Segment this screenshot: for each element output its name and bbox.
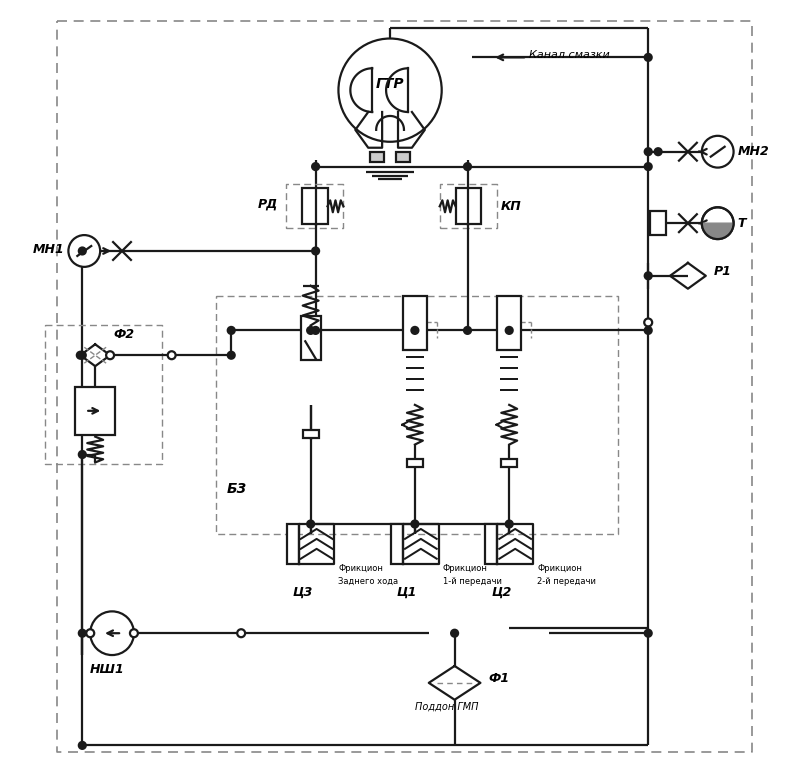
Bar xyxy=(403,295,427,350)
Circle shape xyxy=(645,272,652,279)
Circle shape xyxy=(645,54,652,61)
Circle shape xyxy=(645,148,652,155)
Circle shape xyxy=(228,352,234,359)
Text: НШ1: НШ1 xyxy=(90,663,125,676)
Circle shape xyxy=(411,327,418,334)
Bar xyxy=(650,211,666,235)
Bar xyxy=(391,524,403,564)
Text: Канал смазки: Канал смазки xyxy=(529,50,610,60)
Text: Т: Т xyxy=(738,216,746,230)
Circle shape xyxy=(644,318,652,326)
Circle shape xyxy=(79,742,86,749)
Text: Ц3: Ц3 xyxy=(293,586,313,598)
Circle shape xyxy=(312,247,319,254)
Text: Фрикцион: Фрикцион xyxy=(338,564,383,574)
Bar xyxy=(370,152,384,162)
Circle shape xyxy=(307,520,314,527)
Circle shape xyxy=(69,235,100,267)
Text: Ц1: Ц1 xyxy=(397,586,417,598)
Bar xyxy=(407,459,423,468)
Circle shape xyxy=(237,629,245,637)
Circle shape xyxy=(228,327,234,334)
Circle shape xyxy=(702,136,734,168)
Bar xyxy=(302,189,327,224)
Bar xyxy=(502,459,517,468)
Circle shape xyxy=(312,327,319,334)
Bar xyxy=(498,295,521,350)
Circle shape xyxy=(506,520,513,527)
Circle shape xyxy=(130,629,138,637)
Circle shape xyxy=(645,630,652,637)
Circle shape xyxy=(86,629,94,637)
Text: Фрикцион: Фрикцион xyxy=(537,564,582,574)
Text: РД: РД xyxy=(258,198,278,211)
Circle shape xyxy=(90,611,134,655)
Text: МН2: МН2 xyxy=(738,145,770,158)
Circle shape xyxy=(645,327,652,334)
Bar xyxy=(302,430,318,438)
Bar xyxy=(75,387,115,434)
Circle shape xyxy=(79,352,86,359)
Text: Ф2: Ф2 xyxy=(113,329,134,342)
Circle shape xyxy=(451,630,458,637)
Circle shape xyxy=(654,148,662,155)
Circle shape xyxy=(312,163,319,170)
Circle shape xyxy=(79,247,86,254)
Text: 2-й передачи: 2-й передачи xyxy=(537,577,596,586)
Circle shape xyxy=(411,520,418,527)
Circle shape xyxy=(645,163,652,170)
Polygon shape xyxy=(702,223,734,239)
Circle shape xyxy=(702,207,734,239)
Circle shape xyxy=(77,352,84,359)
Text: Фрикцион: Фрикцион xyxy=(442,564,487,574)
Text: 1-й передачи: 1-й передачи xyxy=(442,577,502,586)
Bar xyxy=(301,315,321,360)
Circle shape xyxy=(464,327,471,334)
Circle shape xyxy=(79,451,86,458)
Circle shape xyxy=(307,327,314,334)
Bar xyxy=(396,152,410,162)
Text: МН1: МН1 xyxy=(33,243,65,257)
Circle shape xyxy=(106,351,114,359)
Bar xyxy=(287,524,298,564)
Bar xyxy=(455,189,482,224)
Text: Р1: Р1 xyxy=(714,265,732,278)
Text: КП: КП xyxy=(500,199,521,213)
Text: ГТР: ГТР xyxy=(376,77,404,91)
Text: Заднего хода: Заднего хода xyxy=(338,577,398,586)
Text: Ц2: Ц2 xyxy=(491,586,511,598)
Text: Ф1: Ф1 xyxy=(488,673,510,686)
Text: Б3: Б3 xyxy=(226,482,246,496)
Circle shape xyxy=(168,351,176,359)
Circle shape xyxy=(464,163,471,170)
Text: Поддон ГМП: Поддон ГМП xyxy=(415,702,478,712)
Circle shape xyxy=(79,630,86,637)
Bar xyxy=(486,524,498,564)
Circle shape xyxy=(338,39,442,141)
Circle shape xyxy=(506,327,513,334)
